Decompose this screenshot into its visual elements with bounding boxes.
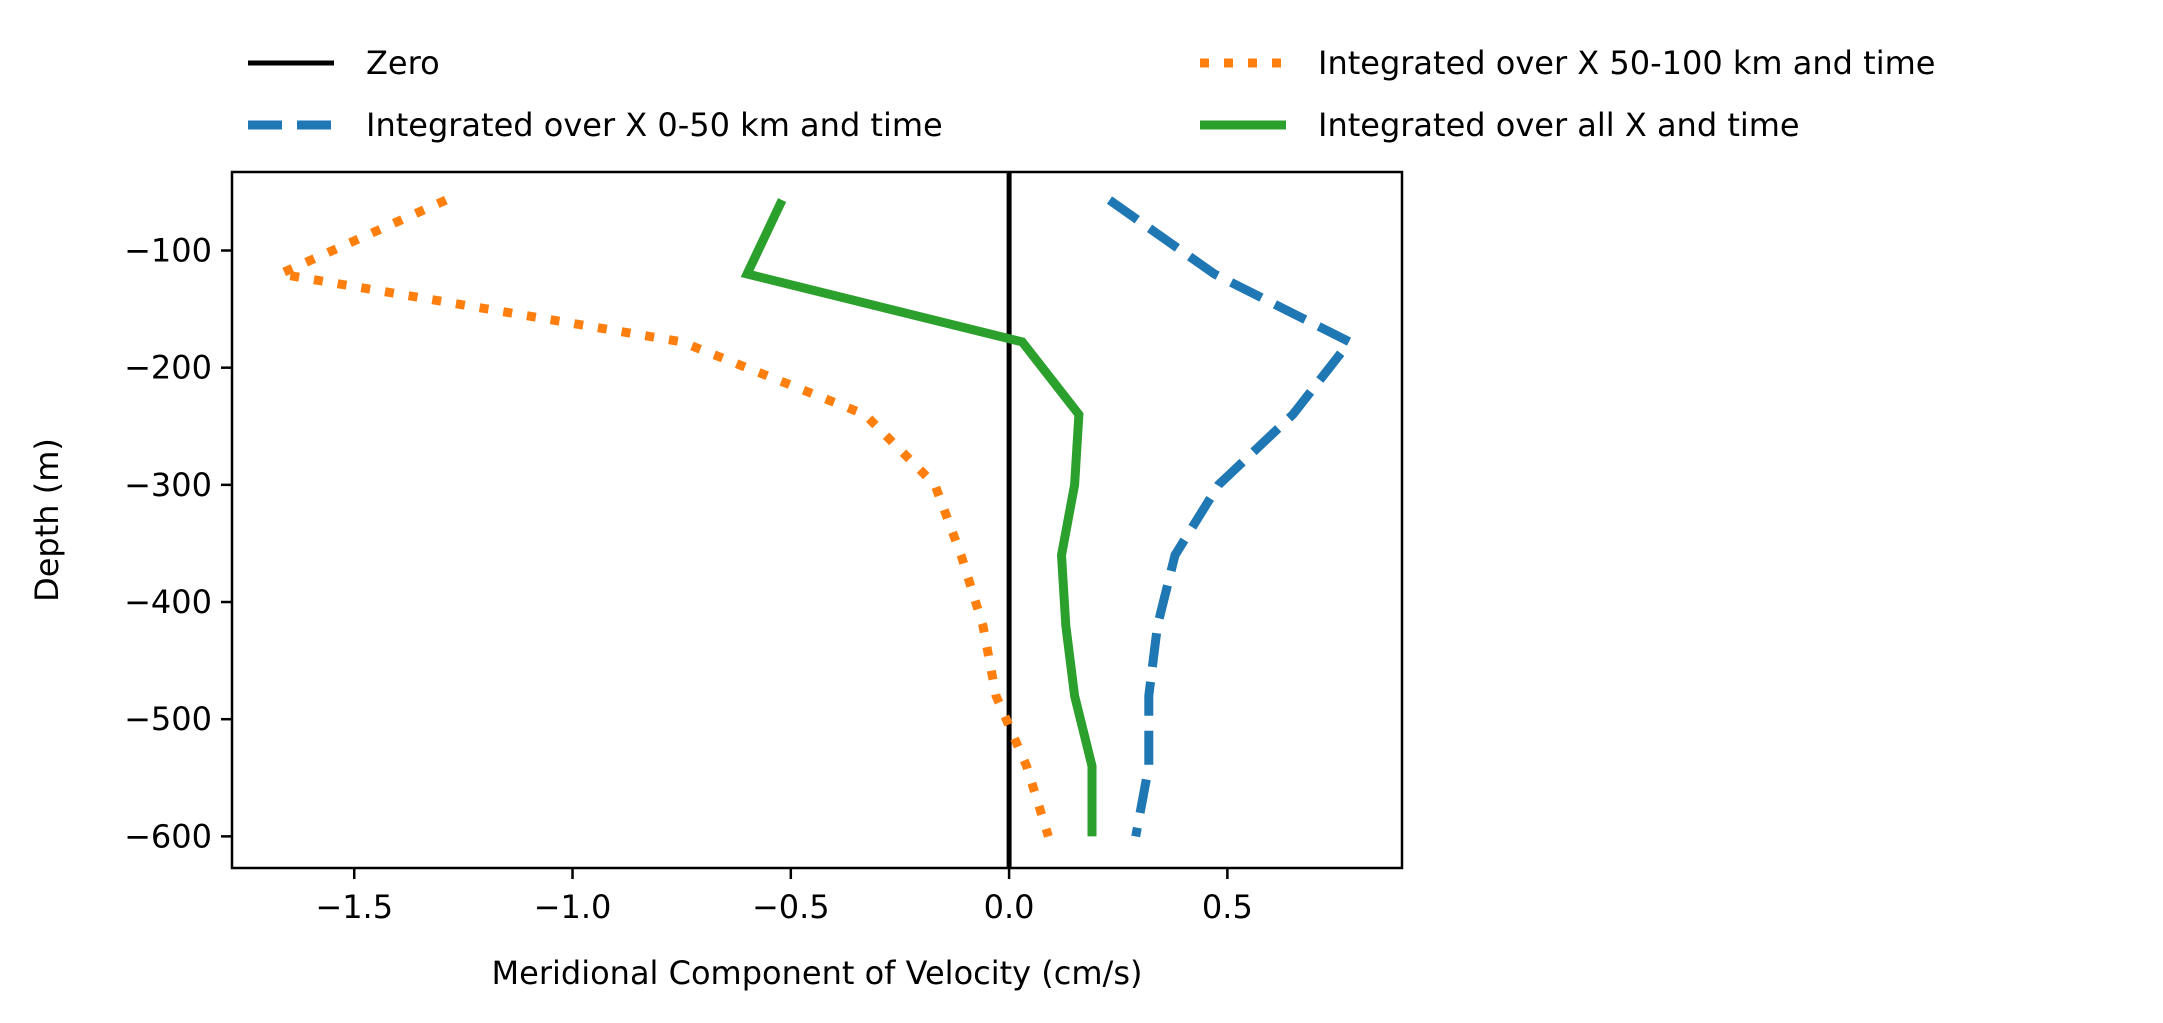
series-line-integrated-over-x-0-50-km-and-time	[1106, 196, 1357, 838]
series-layer	[264, 172, 1357, 868]
y-axis-label: Depth (m)	[28, 438, 66, 602]
legend-label-zero: Zero	[366, 44, 440, 82]
legend-label-integrated-over-x-50-100-km-and-time: Integrated over X 50-100 km and time	[1318, 44, 1935, 82]
x-axis-label: Meridional Component of Velocity (cm/s)	[492, 954, 1143, 992]
series-line-integrated-over-x-50-100-km-and-time	[264, 195, 1053, 838]
x-tick-label: −0.5	[752, 888, 830, 926]
y-tick-label: −400	[124, 583, 212, 621]
plot-area	[230, 170, 1404, 870]
y-tick-label: −600	[124, 817, 212, 855]
x-tick-label: 0.0	[984, 888, 1035, 926]
y-tick-label: −100	[124, 232, 212, 270]
y-tick-label: −300	[124, 466, 212, 504]
legend-label-integrated-over-all-x-and-time: Integrated over all X and time	[1318, 106, 1800, 144]
y-tick-label: −500	[124, 700, 212, 738]
series-line-integrated-over-all-x-and-time	[740, 198, 1097, 837]
legend-label-integrated-over-x-0-50-km-and-time: Integrated over X 0-50 km and time	[366, 106, 943, 144]
plot-frame	[230, 170, 1404, 870]
y-axis-ticks: −100 −200 −300 −400 −500 −600	[124, 232, 232, 855]
x-tick-label: −1.5	[315, 888, 393, 926]
x-tick-label: 0.5	[1202, 888, 1253, 926]
legend: Zero Integrated over X 0-50 km and time In…	[248, 44, 1935, 144]
x-axis-ticks: −1.5 −1.0 −0.5 0.0 0.5	[315, 868, 1253, 926]
x-tick-label: −1.0	[534, 888, 612, 926]
y-tick-label: −200	[124, 349, 212, 387]
